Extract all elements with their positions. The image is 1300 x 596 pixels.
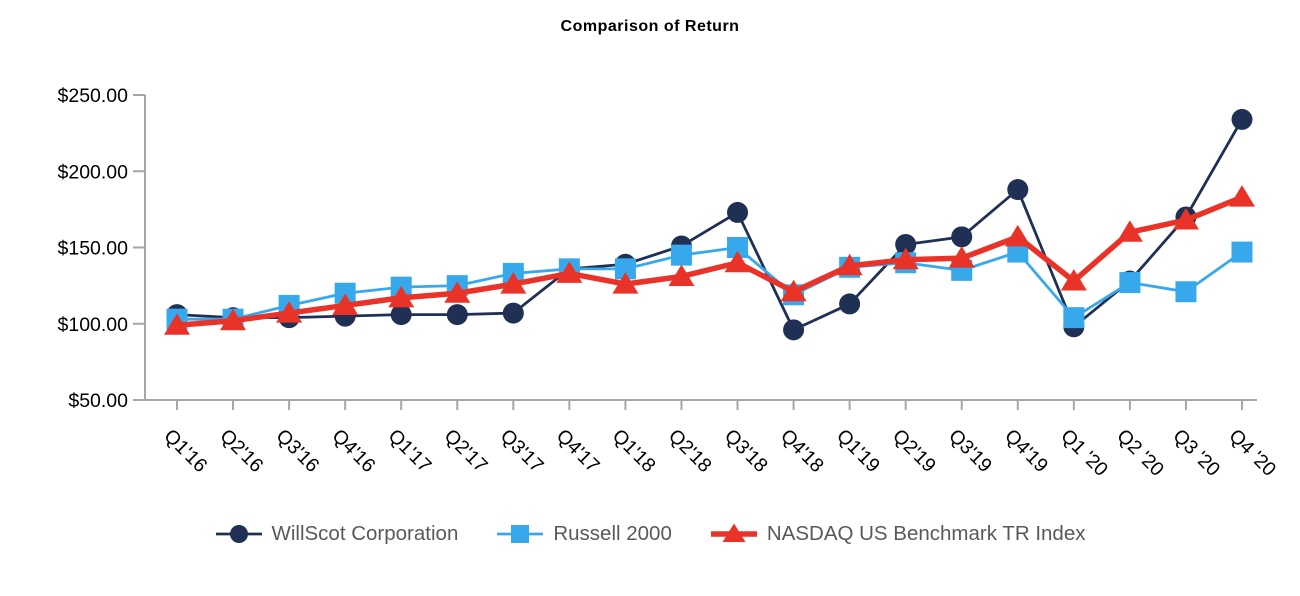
- square-legend-marker-icon: [497, 525, 544, 543]
- data-point-marker: [1172, 208, 1199, 230]
- x-axis-tick-label: Q2 '20: [1112, 425, 1168, 481]
- data-point-marker: [892, 247, 919, 270]
- data-point-marker: [1231, 108, 1253, 130]
- legend-marker-shape: [511, 525, 530, 543]
- x-axis-tick-label: Q4'17: [552, 425, 604, 477]
- legend-marker-shape: [229, 525, 248, 543]
- y-axis-tick-label: $50.00: [68, 390, 128, 412]
- x-axis-tick-label: Q1'16: [159, 425, 211, 477]
- axis-line: [144, 95, 1257, 401]
- x-axis-tick-label: Q2'16: [216, 425, 268, 477]
- y-axis-tick-label: $200.00: [58, 161, 129, 183]
- x-axis-tick-label: Q3 '20: [1168, 425, 1224, 481]
- y-axis-tick-label: $150.00: [58, 238, 129, 260]
- data-point-marker: [1060, 269, 1087, 291]
- legend-label: WillScot Corporation: [271, 522, 459, 545]
- data-point-marker: [724, 250, 751, 273]
- data-point-marker: [670, 244, 692, 266]
- x-axis-tick-label: Q4'16: [328, 425, 380, 477]
- data-point-marker: [948, 246, 975, 268]
- series-triangle: [164, 185, 1255, 335]
- y-axis-tick-label: $100.00: [58, 314, 129, 336]
- x-axis-tick-label: Q3'17: [496, 425, 548, 477]
- data-point-marker: [276, 301, 303, 323]
- data-point-marker: [839, 293, 861, 315]
- x-axis-tick-label: Q2'17: [440, 425, 492, 477]
- data-point-marker: [502, 302, 524, 324]
- data-point-marker: [220, 308, 247, 331]
- data-point-marker: [446, 304, 468, 326]
- triangle-legend-marker-icon: [710, 523, 757, 542]
- data-point-marker: [500, 272, 527, 294]
- legend-item: NASDAQ US Benchmark TR Index: [710, 521, 1086, 547]
- series-circle: [166, 108, 1253, 341]
- x-axis-tick-label: Q4 '20: [1224, 425, 1280, 481]
- legend-marker-shape: [722, 523, 746, 542]
- chart-title: Comparison of Return: [560, 18, 740, 35]
- y-axis-tick-label: $250.00: [58, 85, 129, 107]
- data-point-marker: [1175, 281, 1197, 303]
- data-point-marker: [444, 281, 471, 303]
- x-axis-tick-label: Q1'19: [832, 425, 884, 477]
- data-point-marker: [612, 272, 639, 294]
- data-point-marker: [895, 233, 917, 255]
- legend-label: Russell 2000: [553, 522, 672, 545]
- data-point-marker: [783, 319, 805, 341]
- data-point-marker: [1007, 241, 1029, 263]
- x-axis-tick-label: Q3'18: [720, 425, 772, 477]
- data-point-marker: [727, 237, 749, 258]
- data-point-marker: [668, 264, 695, 286]
- data-point-marker: [332, 293, 359, 315]
- x-axis-tick-label: Q1 '20: [1056, 425, 1112, 481]
- data-point-marker: [390, 304, 412, 326]
- series-line: [176, 194, 1244, 329]
- data-point-marker: [1119, 272, 1141, 294]
- data-point-marker: [951, 226, 973, 248]
- data-point-marker: [1231, 241, 1253, 263]
- data-point-marker: [836, 253, 863, 276]
- x-axis-tick-label: Q1'17: [384, 425, 436, 477]
- x-axis-tick-label: Q2'18: [664, 425, 716, 477]
- data-point-marker: [614, 258, 636, 280]
- x-axis-tick-label: Q4'18: [776, 425, 828, 477]
- legend-label: NASDAQ US Benchmark TR Index: [766, 522, 1086, 545]
- data-point-marker: [780, 279, 807, 302]
- x-axis-tick-label: Q2'19: [888, 425, 940, 477]
- legend: WillScot Corporation Russell 2000 NASDAQ U…: [0, 521, 1300, 547]
- data-point-marker: [164, 313, 190, 335]
- data-point-marker: [334, 282, 356, 304]
- data-point-marker: [1063, 307, 1085, 329]
- data-point-marker: [727, 201, 749, 223]
- x-axis-tick-label: Q1'18: [608, 425, 660, 477]
- circle-legend-marker-icon: [215, 525, 262, 543]
- data-point-marker: [1116, 220, 1143, 242]
- data-point-marker: [1007, 179, 1029, 201]
- x-axis-tick-label: Q3'19: [944, 425, 996, 477]
- legend-item: Russell 2000: [496, 521, 672, 547]
- data-point-marker: [1004, 224, 1031, 247]
- data-point-marker: [388, 285, 415, 308]
- x-axis-tick-label: Q4'19: [1000, 425, 1052, 477]
- legend-item: WillScot Corporation: [215, 521, 459, 547]
- data-point-marker: [1229, 185, 1255, 207]
- x-axis-tick-label: Q3'16: [272, 425, 324, 477]
- data-point-marker: [556, 261, 583, 283]
